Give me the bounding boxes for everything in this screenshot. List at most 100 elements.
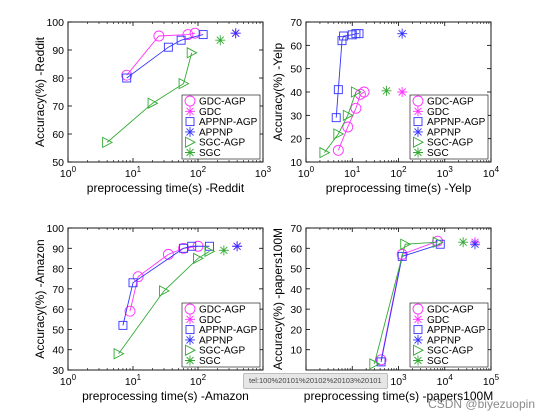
data-point [128,278,138,288]
series-sgc-agp [113,245,216,360]
series-line [118,250,210,355]
y-tick-label: 40 [290,284,302,296]
x-tick-label: 102 [190,165,207,180]
data-point [331,113,341,123]
tooltip-popup: tel:100%20101%20102%20103%20101 [243,373,388,389]
legend-label: APPNP-AGP [199,325,258,336]
legend-label: SGC-AGP [199,138,245,149]
data-point [185,147,195,158]
data-point [375,354,387,366]
legend-label: APPNP [427,335,461,346]
series-appnp-agp [331,29,364,123]
legend-entry: SGC [185,355,221,367]
legend-label: GDC [427,315,449,326]
x-tick-label: 103 [437,165,454,180]
legend-label: APPNP-AGP [427,325,486,336]
x-axis-label: preprocessing time(s) -Amazon [82,389,249,403]
data-point [185,106,195,117]
data-point [397,251,407,261]
data-point [124,305,136,317]
series-line [337,91,365,151]
y-tick-label: 60 [52,304,64,316]
legend-label: SGC-AGP [427,138,473,149]
legend-entry: SGC-AGP [185,344,245,357]
data-point [184,95,196,107]
data-point [182,29,194,41]
y-tick-label: 10 [290,157,302,169]
legend-entry: APPNP-AGP [185,117,258,128]
data-point [339,31,349,41]
data-point [350,86,362,98]
chart-amazon: 30405060708090100100101102103preprocessi… [33,223,272,403]
data-point [413,106,423,117]
data-point [178,77,190,90]
data-point [113,348,125,360]
x-tick-label: 101 [125,165,142,180]
legend-entry: GDC-AGP [184,303,246,316]
x-tick-label: 103 [390,373,407,388]
legend-entry: APPNP-AGP [413,117,486,128]
data-point [118,320,128,330]
legend-box [409,302,489,368]
data-point [176,35,186,45]
x-axis-label: preprocessing time(s) -Reddit [87,181,245,195]
legend-label: GDC-AGP [199,97,246,108]
y-tick-label: 60 [290,243,302,255]
y-tick-label: 70 [290,223,302,235]
watermark: CSDN @biyezuopin [428,397,535,411]
y-tick-label: 20 [290,134,302,146]
data-point [232,241,243,252]
data-point [121,69,133,81]
data-point [413,355,423,366]
data-point [185,325,195,335]
data-point [413,325,423,335]
series-appnp [469,239,480,250]
legend-entry: APPNP [413,334,461,346]
data-point [333,85,343,95]
legend-entry: GDC [413,314,449,326]
data-point [185,344,196,356]
series-line [373,241,438,365]
series-sgc-agp [319,86,362,159]
data-point [185,126,195,137]
y-tick-label: 50 [52,324,64,336]
data-point [376,357,386,367]
data-point [332,144,344,156]
chart-reddit: 50 60 70 80 90 100 100 101 102 103 preprocessing t… [33,17,272,195]
y-tick-label: 50 [290,264,302,276]
series-line [126,32,196,76]
data-point [413,147,423,158]
legend-entry: SGC [413,355,449,367]
legend-box [181,94,261,160]
data-point [413,117,423,127]
legend-entry: APPNP [185,126,233,138]
data-point [218,245,229,256]
data-point [122,73,132,83]
y-tick-label: 10 [290,345,302,357]
legend-label: SGC [427,356,449,367]
legend-label: APPNP [199,335,233,346]
data-point [358,86,370,98]
legend-entry: APPNP [185,334,233,346]
legend-label: APPNP-AGP [427,117,486,128]
series-sgc [215,35,226,46]
legend-label: GDC [427,107,449,118]
series-sgc-agp [369,236,444,370]
data-point [350,102,362,114]
data-point [215,35,226,46]
data-point [413,314,423,325]
y-tick-label: 80 [52,73,64,85]
x-axis-label: preprocessing time(s) -Yelp [326,181,472,195]
data-point [319,146,331,159]
data-point [397,87,408,97]
y-axis-label: Accuracy(%) -Reddit [33,36,47,147]
data-point [342,121,354,133]
y-tick-label: 20 [290,324,302,336]
x-tick-label: 101 [344,165,361,180]
data-point [337,36,347,46]
data-point [187,241,197,251]
y-tick-label: 50 [52,157,64,169]
x-tick-label: 102 [190,373,207,388]
series-line [324,91,357,153]
